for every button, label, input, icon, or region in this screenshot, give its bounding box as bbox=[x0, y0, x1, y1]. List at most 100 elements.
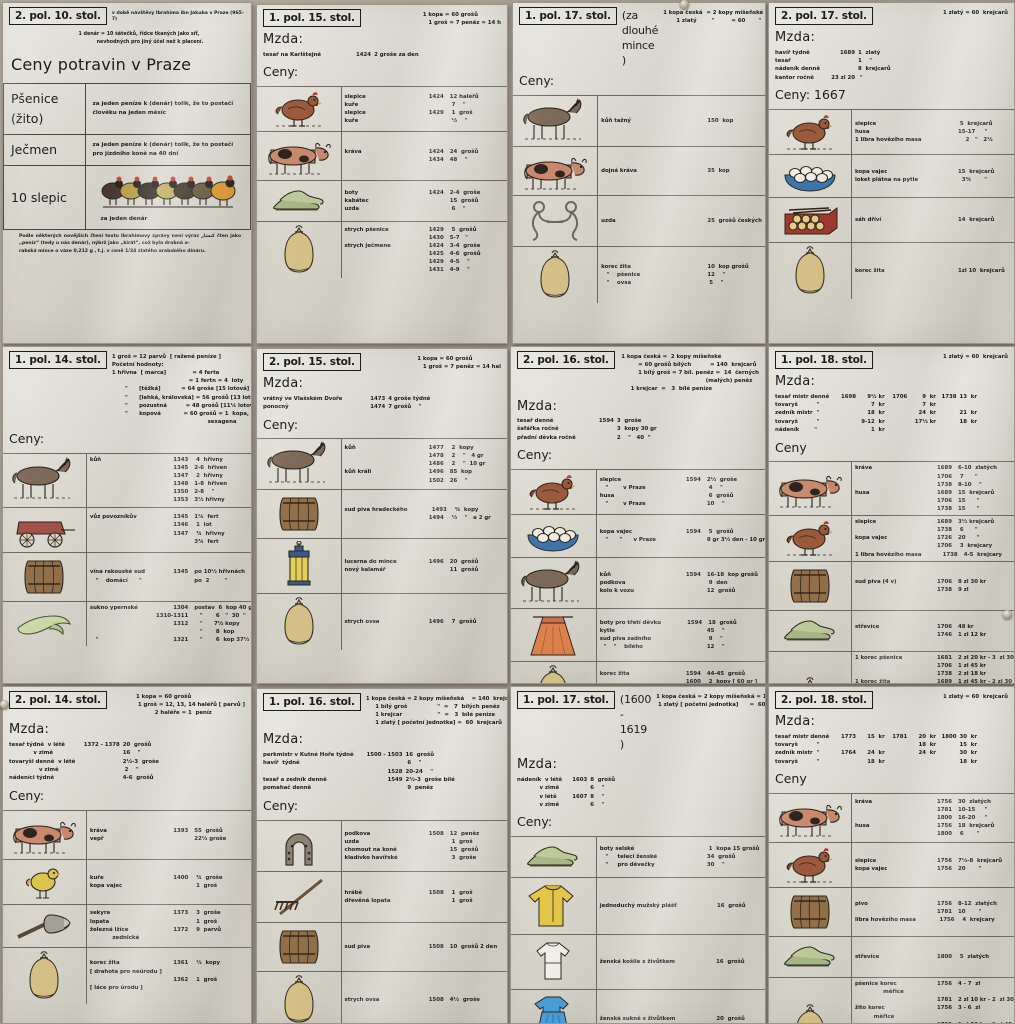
price-value: 1 groš bbox=[194, 882, 218, 889]
table-row[interactable]: ženská košile s živůtkem 16 grošů bbox=[511, 934, 765, 990]
table-row[interactable]: kůň tažný 150 kop bbox=[513, 95, 765, 147]
wage-name bbox=[263, 768, 357, 776]
table-row[interactable]: sud piva 1508 10 grošů 2 den bbox=[257, 921, 507, 972]
price-year: 1756 bbox=[936, 798, 952, 805]
table-row[interactable]: Ječmen za jeden peníze k (denár) tolik, … bbox=[3, 134, 251, 167]
table-row[interactable]: střevíce 1800 5 zlatých bbox=[769, 936, 1014, 978]
price-row: boty selské 1 kopa 15 grošů bbox=[600, 845, 762, 853]
wage-row: havíř týdně 1689 1 zlatý bbox=[775, 49, 894, 57]
price-name bbox=[855, 631, 911, 639]
price-item-list: kůň 1477 2 kopy 1478 2 " 4 gr 1486 2 " 10 g… bbox=[341, 438, 507, 490]
wage-year: 1474 bbox=[370, 404, 386, 411]
panel-1pol18stol[interactable]: 1. pol. 18. stol. 1 zlatý = 60 krejcarů Mz… bbox=[768, 346, 1015, 684]
table-row[interactable]: boty 1424 2-4 groše kabátec 15 grošů uzda 6 " bbox=[257, 180, 507, 222]
barrel-icon bbox=[3, 551, 87, 602]
price-year bbox=[659, 217, 707, 225]
table-row[interactable]: boty pro třetí děvku 1594 18 grošů kytle 45 … bbox=[511, 608, 765, 662]
wage-name: v zimě bbox=[9, 767, 59, 773]
price-row: [ láce pro úrodu ] bbox=[90, 984, 248, 992]
panel-2pol16stol[interactable]: 2. pol. 16. stol. 1 kopa česká = 2 kopy m… bbox=[510, 346, 766, 684]
sack-icon bbox=[3, 946, 87, 1004]
table-row[interactable]: pivo 1756 8-12 zlatých 1781 10 " libra hovězí… bbox=[769, 887, 1014, 937]
table-row[interactable]: sáh dříví 14 krejcarů bbox=[769, 197, 1014, 243]
panel-2pol10stol[interactable]: 2. pol. 10. stol. v době návštěvy Ibrahi… bbox=[2, 2, 252, 344]
table-row[interactable]: kráva 1756 30 zlatých 1781 10-15 " 1800 16-20 … bbox=[769, 793, 1014, 843]
dress-icon bbox=[511, 989, 597, 1023]
price-item-list: sud piva (4 v) 1706 8 zl 30 kr 1738 9 zl bbox=[851, 560, 1014, 611]
price-value: 5 grošů bbox=[449, 226, 477, 233]
price-value: 2 " 2½ bbox=[963, 137, 993, 144]
price-name bbox=[855, 1021, 911, 1023]
price-name: uzda bbox=[344, 206, 359, 213]
table-row[interactable]: kráva 1393 55 grošů vepř 22½ groše bbox=[3, 809, 251, 860]
price-name: kuře bbox=[344, 118, 359, 125]
price-name bbox=[345, 514, 403, 522]
table-row[interactable]: slepice 1689 3½ krejcarů 1738 6 " kopa vajec… bbox=[769, 515, 1014, 562]
table-row[interactable]: pšenice korec měřice 1756 4 - 7 zl 1781 2 zl… bbox=[769, 977, 1014, 1023]
table-row[interactable]: sud piva hradeckého 1493 ¾ kopy 1494 ½ " a… bbox=[257, 489, 507, 539]
table-row[interactable]: jednoduchý mužský plášť 16 grošů bbox=[511, 877, 765, 935]
panel-1pol17stol-long[interactable]: 1. pol. 17. stol. (za dlouhé mince ) 1 kop… bbox=[512, 2, 766, 344]
table-row[interactable]: sekyra 1373 3 groše lopata 1 groš železná l… bbox=[3, 903, 251, 948]
table-row[interactable]: strych pšenice 1429 5 grošů 1430 5-7 " stryc… bbox=[257, 221, 507, 279]
table-row[interactable]: slepice 5 krejcarů husa 15-17 " 1 libra hov… bbox=[769, 109, 1014, 155]
table-row[interactable]: vína rakouské sud 1345 po 10½ hřivnách " d… bbox=[3, 551, 251, 602]
panel-2pol17stol[interactable]: 2. pol. 17. stol. 1 zlatý = 60 krejcarů Mz… bbox=[768, 2, 1015, 344]
wage-name: nádeníci týdně bbox=[9, 775, 55, 782]
table-row[interactable]: slepice 1756 7½-8 krejcarů kopa vajec 1756 20… bbox=[769, 842, 1014, 888]
table-row[interactable]: uzda 25 grošů českých bbox=[513, 195, 765, 247]
table-row[interactable]: kopa vajec 1594 5 grošů " " v Praze 8 gr 3… bbox=[511, 514, 765, 558]
table-row[interactable]: kuře 1400 ¾ groše kopa vajec 1 groš bbox=[3, 858, 251, 905]
panel-2pol14stol[interactable]: 2. pol. 14. stol. 1 kopa = 60 grošů 1 gro… bbox=[2, 686, 252, 1024]
panel-1pol15stol[interactable]: 1. pol. 15. stol. 1 kopa = 60 grošů 1 gro… bbox=[256, 4, 508, 344]
table-row[interactable]: podkova 1508 12 peněz uzda 1 groš chomout na… bbox=[257, 819, 507, 872]
page-title: Ceny potravin v Praze bbox=[11, 55, 192, 75]
table-row[interactable]: dojná kráva 35 kop bbox=[513, 146, 765, 196]
table-row[interactable]: strych ovsa 1508 4½ groše bbox=[257, 970, 507, 1023]
panel-1pol17stol[interactable]: 1. pol. 17. stol. (1600 - 1619 ) 1 kopa če… bbox=[510, 686, 766, 1024]
table-row[interactable]: sud piva (4 v) 1706 8 zl 30 kr 1738 9 zl bbox=[769, 560, 1014, 611]
panel-2pol18stol[interactable]: 2. pol. 18. stol. 1 zlatý = 60 krejcarů Mz… bbox=[768, 686, 1015, 1024]
currency-unit-note: 1 zlatý = 60 krejcarů bbox=[943, 694, 1008, 700]
panel-1pol16stol[interactable]: 1. pol. 16. stol. 1 kopa česká = 2 kopy m… bbox=[256, 688, 508, 1024]
table-row[interactable]: slepice 1594 2½ groše " v Praze 4 " husa 6 … bbox=[511, 469, 765, 515]
table-row[interactable]: vůz povozníkův 1345 1¼ fert 1346 1 lot 1347 … bbox=[3, 506, 251, 553]
table-row[interactable]: lucerna do mince 1496 20 grošů nový kalamář… bbox=[257, 538, 507, 594]
currency-unit-note: 1 kopa česká = 2 kopy míšeňská = 140 kre… bbox=[656, 694, 766, 709]
table-row[interactable]: střevíce 1706 48 kr 1746 1 zl 12 kr bbox=[769, 609, 1014, 652]
table-row[interactable]: boty selské 1 kopa 15 grošů " telecí žen… bbox=[511, 836, 765, 878]
wage-year-2 bbox=[888, 409, 911, 417]
price-row: korec žita 1361 ½ kopy bbox=[90, 959, 248, 967]
row-label-10slepic: 10 slepic bbox=[3, 165, 86, 230]
table-row[interactable]: strych ovsa 1496 7 grošů bbox=[257, 593, 507, 651]
wage-year bbox=[830, 65, 858, 73]
table-row[interactable]: korec žita 1594 44-45 grošů 1600 2 kopy [ 6… bbox=[511, 661, 765, 683]
price-name: železná lžíce zednická bbox=[89, 926, 140, 941]
price-value: 6-10 zlatých bbox=[957, 465, 997, 472]
table-row[interactable]: slepice 1424 12 haléřů kuře 7 " slepice 1429 … bbox=[257, 86, 507, 132]
table-row[interactable]: kráva 1689 6-10 zlatých 1706 7 " 1738 8-10 " h… bbox=[769, 461, 1014, 516]
price-name: [ láce pro úrodu ] bbox=[89, 984, 143, 991]
table-row[interactable]: korec žita 10 kop grošů " pšenice 12 " " o… bbox=[513, 246, 765, 304]
wage-name: nádeník " bbox=[775, 427, 818, 434]
table-row[interactable]: ženská sukně s živůtkem 20 grošů bbox=[511, 989, 765, 1023]
table-row[interactable]: Pšenice (žito) za jeden peníze k (denár)… bbox=[3, 83, 251, 136]
table-row[interactable]: hrábě 1508 1 groš dřevěná lopata 1 groš bbox=[257, 870, 507, 923]
price-row: kůň 1594 16-18 kop grošů bbox=[600, 571, 762, 579]
panel-1pol14stol[interactable]: 1. pol. 14. stol. 1 groš = 12 parvů [ raž… bbox=[2, 346, 252, 684]
table-row[interactable]: sukno ypernské 1304 postav 6 kop 40 gr 1310… bbox=[3, 600, 251, 647]
table-row[interactable]: kráva 1424 24 grošů 1434 48 " bbox=[257, 131, 507, 181]
table-row[interactable]: korec žita 1zl 10 krejcarů bbox=[769, 242, 1014, 300]
table-row[interactable]: kůň 1343 4 hřivny 1345 2-6 hřiven 1347 2 hři… bbox=[3, 452, 251, 508]
table-row[interactable]: 10 slepic bbox=[3, 165, 251, 230]
price-year: 1681 bbox=[936, 654, 952, 661]
table-row[interactable]: korec žita 1361 ½ kopy [ drahota pro neúro… bbox=[3, 946, 251, 1004]
table-row[interactable]: kopa vajec 15 krejcarů loket plátna na pyt… bbox=[769, 154, 1014, 198]
table-row[interactable]: kůň 1477 2 kopy 1478 2 " 4 gr 1486 2 " 10 g… bbox=[257, 438, 507, 490]
table-row[interactable]: 1 korec pšenice 1681 2 zl 20 kr - 3 zl 30 … bbox=[769, 650, 1014, 683]
price-value: 20 " bbox=[957, 535, 980, 542]
table-row[interactable]: kůň 1594 16-18 kop grošů podkova 9 den kolo … bbox=[511, 557, 765, 609]
panel-2pol15stol[interactable]: 2. pol. 15. stol. 1 kopa = 60 grošů 1 gro… bbox=[256, 348, 508, 684]
price-row: strych ovsa 1496 7 grošů bbox=[345, 618, 505, 626]
price-row: kuře ½ " bbox=[345, 117, 505, 125]
